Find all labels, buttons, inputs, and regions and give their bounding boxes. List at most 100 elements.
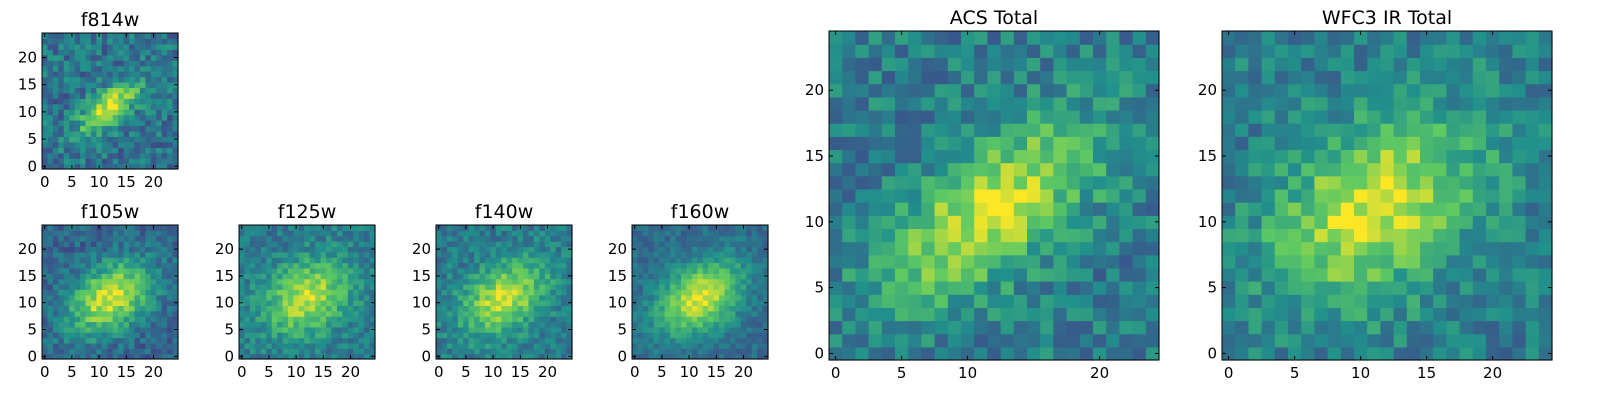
heatmap-cell bbox=[85, 130, 92, 137]
heatmap-cell bbox=[961, 162, 975, 177]
heatmap-cell bbox=[1222, 254, 1236, 269]
heatmap-cell bbox=[80, 136, 87, 143]
heatmap-cell bbox=[255, 326, 262, 333]
heatmap-cell bbox=[123, 257, 130, 264]
heatmap-cell bbox=[539, 246, 546, 253]
heatmap-cell bbox=[156, 342, 163, 349]
heatmap-cell bbox=[112, 152, 119, 159]
heatmap-cell bbox=[533, 289, 540, 296]
heatmap-cell bbox=[1132, 57, 1147, 72]
y-tick-label: 10 bbox=[215, 294, 234, 312]
heatmap-cell bbox=[358, 348, 365, 355]
heatmap-cell bbox=[347, 310, 354, 317]
heatmap-cell bbox=[555, 305, 562, 312]
heatmap-cell bbox=[1066, 109, 1081, 124]
heatmap-cell bbox=[101, 273, 108, 280]
heatmap-cell bbox=[58, 114, 65, 121]
heatmap-cell bbox=[637, 289, 644, 296]
heatmap-cell bbox=[260, 326, 267, 333]
heatmap-cell bbox=[249, 283, 256, 290]
heatmap-cell bbox=[320, 310, 327, 317]
heatmap-cell bbox=[729, 230, 736, 237]
heatmap-cell bbox=[161, 81, 168, 88]
heatmap-cell bbox=[474, 246, 481, 253]
heatmap-cell bbox=[719, 305, 726, 312]
heatmap-cell bbox=[1040, 96, 1054, 111]
heatmap-cell bbox=[101, 262, 108, 269]
heatmap-cell bbox=[713, 342, 720, 349]
heatmap-cell bbox=[42, 76, 49, 83]
heatmap-cell bbox=[523, 316, 530, 323]
heatmap-cell bbox=[42, 294, 49, 301]
heatmap-cell bbox=[139, 257, 146, 264]
heatmap-cell bbox=[708, 251, 715, 258]
heatmap-cell bbox=[490, 337, 497, 344]
heatmap-cell bbox=[1106, 281, 1120, 295]
heatmap-cell bbox=[1512, 281, 1527, 295]
heatmap-cell bbox=[829, 333, 843, 348]
heatmap-cell bbox=[702, 310, 709, 317]
heatmap-cell bbox=[495, 278, 502, 285]
heatmap-cell bbox=[1380, 70, 1395, 85]
heatmap-cell bbox=[1261, 333, 1276, 348]
heatmap-cell bbox=[479, 257, 486, 264]
heatmap-cell bbox=[762, 235, 769, 242]
x-tick-label: 10 bbox=[484, 363, 503, 381]
heatmap-cell bbox=[452, 278, 459, 285]
heatmap-cell bbox=[167, 337, 174, 344]
heatmap-cell bbox=[161, 163, 168, 170]
heatmap-cell bbox=[47, 342, 54, 349]
heatmap-cell bbox=[539, 289, 546, 296]
heatmap-cell bbox=[702, 332, 709, 339]
heatmap-cell bbox=[271, 283, 278, 290]
heatmap-cell bbox=[101, 283, 108, 290]
heatmap-cell bbox=[1040, 228, 1054, 243]
heatmap-cell bbox=[523, 257, 530, 264]
heatmap-cell bbox=[353, 300, 360, 306]
heatmap-cell bbox=[1040, 44, 1054, 58]
heatmap-cell bbox=[331, 235, 338, 242]
heatmap-cell bbox=[85, 49, 92, 56]
heatmap-cell bbox=[145, 246, 152, 253]
heatmap-cell bbox=[463, 342, 470, 349]
heatmap-cell bbox=[107, 337, 114, 344]
heatmap-cell bbox=[112, 310, 119, 317]
heatmap-cell bbox=[266, 278, 273, 285]
heatmap-cell bbox=[112, 316, 119, 323]
heatmap-cell bbox=[1145, 109, 1160, 124]
heatmap-cell bbox=[1222, 320, 1236, 335]
heatmap-cell bbox=[1093, 281, 1107, 295]
heatmap-cell bbox=[58, 225, 65, 231]
heatmap-cell bbox=[474, 337, 481, 344]
heatmap-cell bbox=[139, 267, 146, 274]
heatmap-cell bbox=[446, 262, 453, 269]
heatmap-cell bbox=[648, 246, 655, 253]
heatmap-cell bbox=[331, 225, 338, 231]
heatmap-cell bbox=[304, 305, 311, 312]
heatmap-cell bbox=[632, 316, 639, 323]
y-tick-label: 20 bbox=[18, 48, 37, 66]
heatmap-cell bbox=[713, 316, 720, 323]
heatmap-cell bbox=[566, 289, 573, 296]
heatmap-cell bbox=[304, 353, 311, 360]
heatmap-cell bbox=[293, 310, 300, 317]
heatmap-cell bbox=[947, 96, 962, 111]
heatmap-cell bbox=[347, 300, 354, 306]
heatmap-cell bbox=[80, 257, 87, 264]
x-tick-label: 10 bbox=[90, 173, 109, 191]
heatmap-cell bbox=[320, 316, 327, 323]
heatmap-cell bbox=[161, 141, 168, 148]
heatmap-cell bbox=[1446, 123, 1461, 137]
heatmap-cell bbox=[101, 235, 108, 242]
heatmap-cell bbox=[304, 241, 311, 248]
heatmap-cell bbox=[42, 43, 49, 50]
heatmap-cell bbox=[298, 235, 305, 242]
heatmap-cell bbox=[1000, 333, 1015, 348]
heatmap-cell bbox=[457, 289, 464, 296]
heatmap-cell bbox=[528, 353, 535, 360]
heatmap-cell bbox=[1222, 109, 1236, 124]
heatmap-cell bbox=[895, 228, 909, 243]
heatmap-cell bbox=[1000, 254, 1015, 269]
heatmap-cell bbox=[501, 225, 508, 231]
heatmap-cell bbox=[107, 332, 114, 339]
